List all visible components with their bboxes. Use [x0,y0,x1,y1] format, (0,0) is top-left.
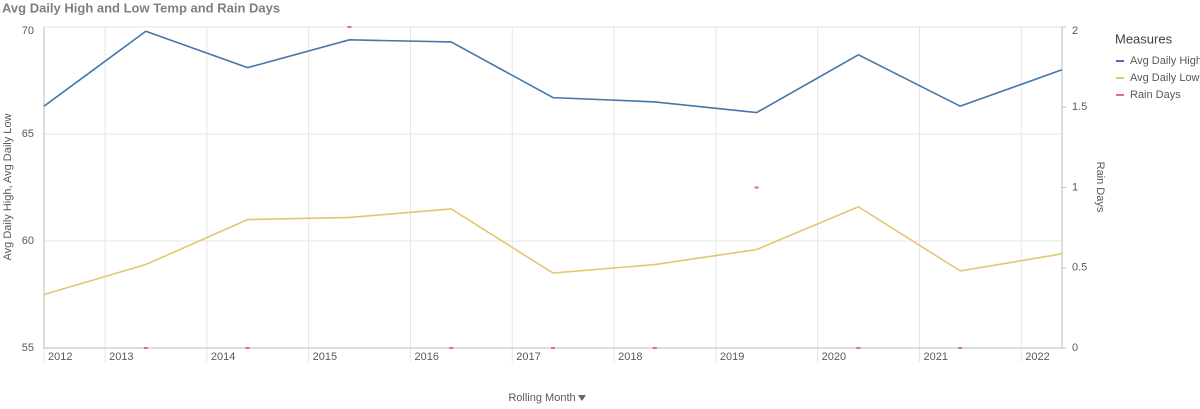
y2-tick-label: 1 [1072,181,1078,193]
x-tick-label: 2019 [720,351,744,363]
y-tick-label: 70 [22,25,34,37]
y2-tick-label: 1.5 [1072,101,1087,113]
x-tick-label: 2013 [109,351,133,363]
legend-label: Avg Daily Low [1130,72,1200,84]
y-tick-label: 65 [22,128,34,140]
y-axis-title: Avg Daily High, Avg Daily Low [2,113,14,260]
legend-title: Measures [1115,31,1173,46]
line-series [43,205,1063,296]
line-series [43,30,1063,114]
dropdown-icon[interactable] [578,395,586,401]
x-tick-label: 2012 [48,351,72,363]
x-tick-label: 2020 [822,351,846,363]
y2-axis-title: Rain Days [1094,162,1106,213]
y2-tick-label: 0 [1072,342,1078,354]
x-axis-title[interactable]: Rolling Month [508,392,575,404]
x-tick-label: 2021 [923,351,947,363]
y-tick-label: 60 [22,235,34,247]
legend-label: Avg Daily High [1130,55,1200,67]
x-tick-label: 2014 [211,351,235,363]
chart-title: Avg Daily High and Low Temp and Rain Day… [2,0,280,15]
x-tick-label: 2016 [414,351,438,363]
y-tick-label: 55 [22,342,34,354]
y2-tick-label: 2 [1072,25,1078,37]
x-tick-label: 2018 [618,351,642,363]
y2-tick-label: 0.5 [1072,262,1087,274]
legend-label: Rain Days [1130,89,1181,101]
x-tick-label: 2017 [516,351,540,363]
x-tick-label: 2015 [313,351,337,363]
x-tick-label: 2022 [1025,351,1049,363]
